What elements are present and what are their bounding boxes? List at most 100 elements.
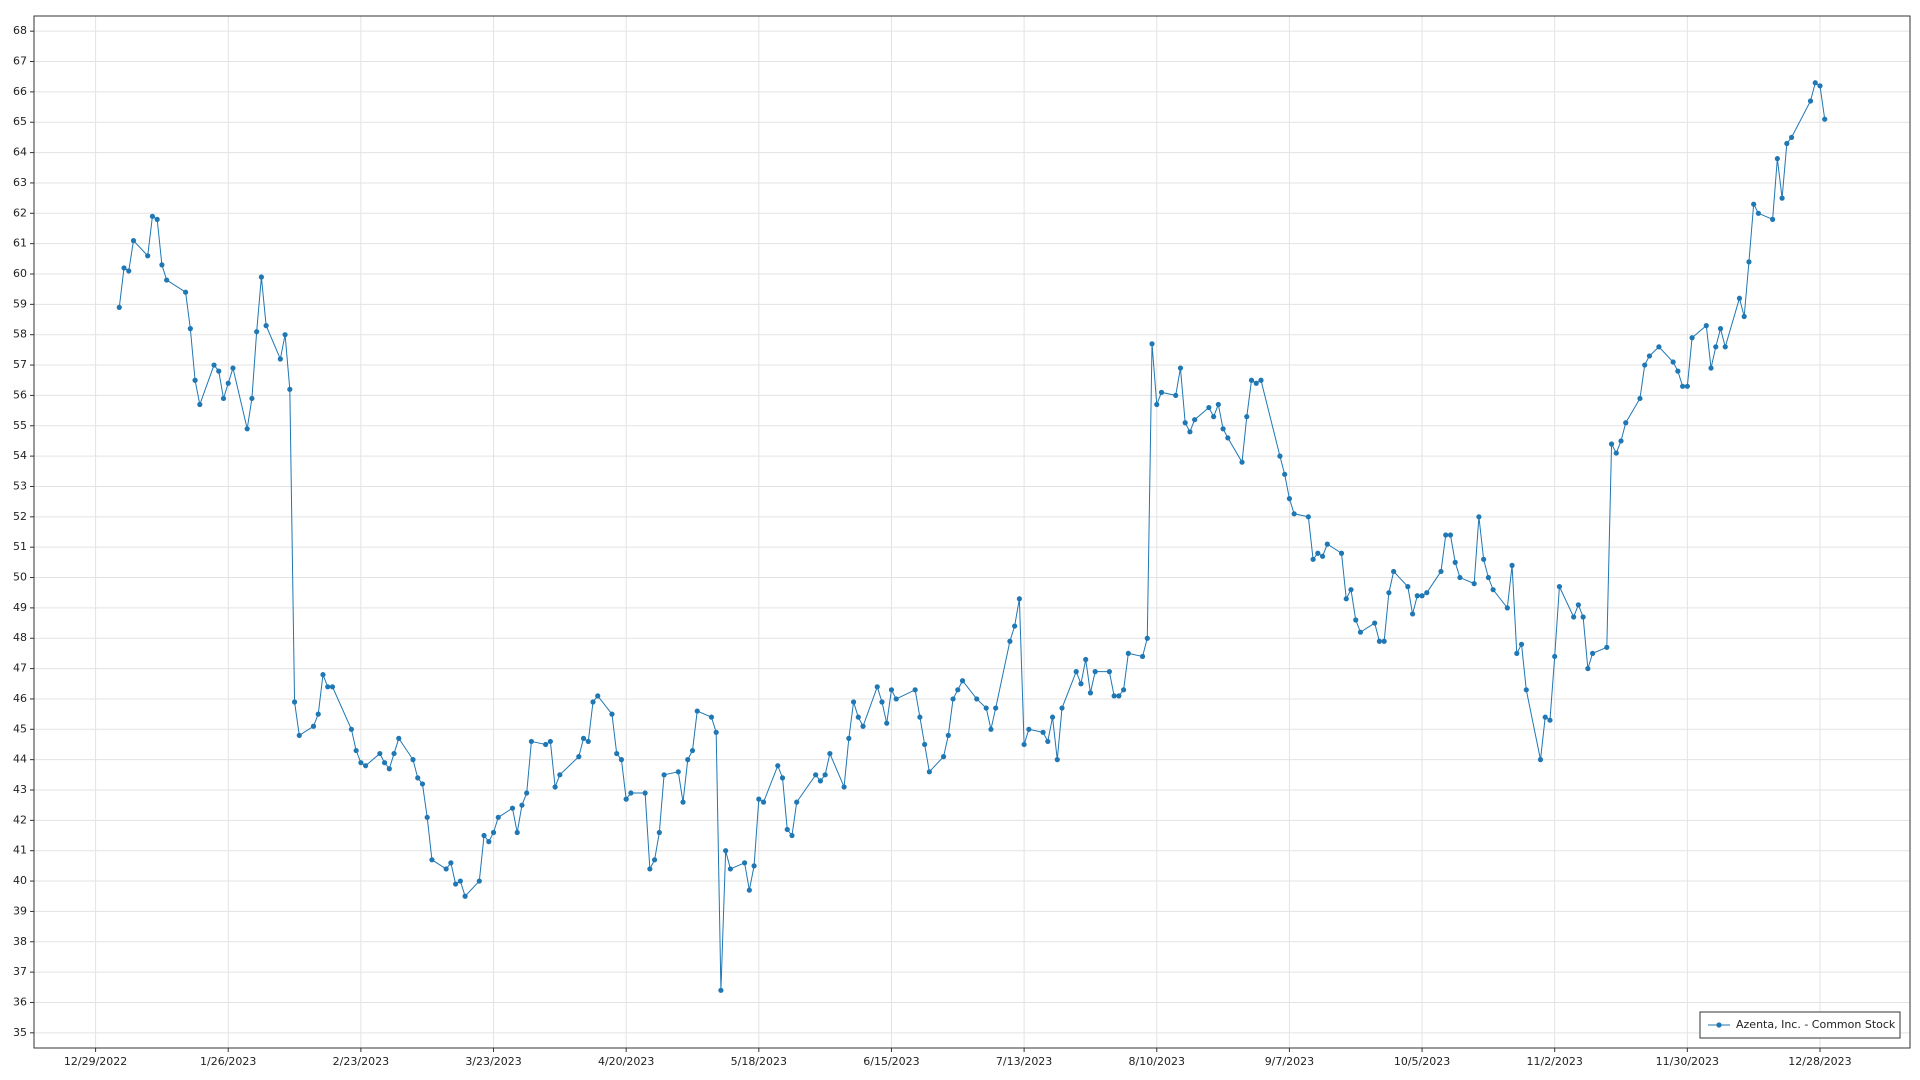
point [1215, 401, 1221, 408]
point [1206, 404, 1212, 411]
point [1078, 681, 1084, 687]
point [926, 769, 932, 775]
point [310, 723, 317, 729]
point [1409, 611, 1416, 617]
x-tick-label: 3/23/2023 [465, 1055, 521, 1068]
point [1476, 514, 1482, 520]
point [1490, 587, 1496, 593]
point [557, 772, 563, 778]
point [1348, 587, 1354, 593]
point [291, 699, 298, 705]
point [1073, 669, 1079, 675]
point [1713, 344, 1719, 350]
point [282, 332, 288, 338]
point [130, 238, 137, 244]
point [1452, 559, 1458, 565]
y-tick-label: 35 [13, 1026, 27, 1039]
point [651, 857, 658, 863]
point [543, 741, 549, 748]
point [462, 893, 468, 899]
series-line [118, 81, 1826, 991]
point [1177, 365, 1184, 371]
point [656, 829, 662, 836]
point [249, 395, 255, 402]
y-tick-label: 55 [13, 419, 27, 432]
point [1111, 693, 1117, 699]
point [1589, 650, 1596, 657]
point [1471, 581, 1477, 587]
point [1083, 656, 1089, 663]
point [187, 326, 193, 332]
point [1239, 459, 1245, 465]
point [457, 878, 463, 884]
point [164, 277, 170, 283]
point [192, 377, 198, 383]
point [642, 790, 648, 796]
point [1305, 514, 1311, 520]
point [1518, 641, 1525, 647]
point [1120, 687, 1127, 693]
point [381, 760, 388, 766]
point [685, 757, 691, 763]
x-tick-label: 12/28/2023 [1788, 1055, 1851, 1068]
point [779, 775, 786, 781]
point [391, 750, 397, 757]
x-tick-label: 8/10/2023 [1129, 1055, 1185, 1068]
point [1158, 389, 1165, 395]
point [1092, 669, 1098, 675]
point [1670, 359, 1676, 365]
point [1537, 757, 1544, 763]
x-tick-label: 1/26/2023 [200, 1055, 256, 1068]
point [841, 784, 847, 790]
y-tick-label: 58 [13, 328, 27, 341]
point [486, 839, 492, 845]
point [1049, 714, 1056, 720]
point [917, 714, 923, 720]
point [1154, 401, 1160, 408]
y-tick-label: 48 [13, 631, 27, 644]
point [817, 778, 824, 784]
y-tick-label: 36 [13, 995, 27, 1008]
point [955, 687, 961, 693]
point [1822, 116, 1828, 122]
point [850, 699, 857, 705]
y-tick-label: 59 [13, 297, 27, 310]
point [197, 401, 203, 408]
x-tick-label: 7/13/2023 [996, 1055, 1052, 1068]
point [1736, 295, 1743, 301]
point [713, 729, 719, 735]
point [1443, 532, 1449, 538]
point [922, 741, 928, 748]
point [680, 799, 686, 805]
point [1386, 590, 1392, 596]
point [723, 848, 729, 854]
point [1680, 383, 1686, 389]
point [377, 750, 383, 757]
point [595, 693, 601, 699]
y-tick-label: 43 [13, 783, 27, 796]
point [689, 747, 696, 754]
point [1338, 550, 1345, 556]
point [1054, 757, 1060, 763]
point [1357, 629, 1364, 635]
y-tick-label: 45 [13, 722, 27, 735]
point [216, 368, 222, 374]
point [315, 711, 321, 717]
point [1324, 541, 1330, 547]
point [329, 684, 336, 690]
point [1746, 259, 1752, 265]
point [1282, 471, 1288, 477]
point [121, 265, 127, 271]
y-tick-label: 56 [13, 388, 27, 401]
point [1722, 344, 1728, 350]
point [1646, 353, 1653, 359]
point [846, 735, 852, 742]
point [1125, 650, 1131, 657]
point [149, 213, 156, 219]
point [694, 708, 700, 714]
point [154, 216, 160, 222]
y-tick-label: 65 [13, 115, 27, 128]
point [988, 726, 994, 732]
point [448, 860, 454, 866]
point [1220, 426, 1226, 432]
